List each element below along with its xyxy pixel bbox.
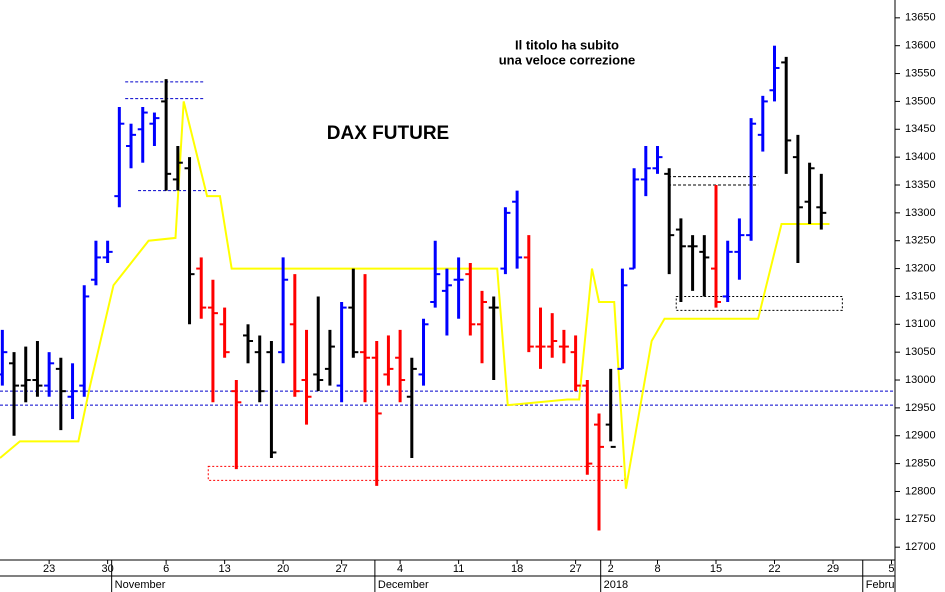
y-tick-label: 12850: [905, 458, 936, 470]
level-box: [675, 295, 843, 311]
y-tick-label: 12800: [905, 485, 936, 497]
annotation: Il titolo ha subito: [515, 37, 619, 52]
x-tick-label: 29: [827, 563, 839, 575]
month-label: 2018: [604, 579, 628, 591]
y-tick-label: 13050: [905, 346, 936, 358]
y-tick-label: 13200: [905, 262, 936, 274]
y-tick-label: 12950: [905, 402, 936, 414]
month-label: November: [115, 579, 166, 591]
x-tick-label: 20: [277, 563, 289, 575]
annotation: una veloce correzione: [499, 52, 636, 67]
x-tick-label: 27: [569, 563, 581, 575]
trend-line: [0, 101, 830, 489]
y-tick-label: 13300: [905, 207, 936, 219]
y-tick-label: 13250: [905, 235, 936, 247]
y-tick-label: 13550: [905, 67, 936, 79]
x-tick-label: 23: [43, 563, 55, 575]
y-tick-label: 12900: [905, 430, 936, 442]
x-tick-label: 18: [511, 563, 523, 575]
x-tick-label: 27: [335, 563, 347, 575]
y-tick-label: 13000: [905, 374, 936, 386]
month-label: Febru: [866, 579, 895, 591]
y-tick-label: 12750: [905, 513, 936, 525]
y-tick-label: 13400: [905, 151, 936, 163]
level-box: [207, 465, 626, 481]
y-tick-label: 13450: [905, 123, 936, 135]
x-tick-label: 2: [608, 563, 614, 575]
y-tick-label: 13600: [905, 40, 936, 52]
x-tick-label: 8: [654, 563, 660, 575]
y-tick-label: 12700: [905, 541, 936, 553]
month-label: December: [378, 579, 429, 591]
x-tick-label: 30: [102, 563, 114, 575]
x-tick-label: 5: [888, 563, 894, 575]
y-tick-label: 13350: [905, 179, 936, 191]
chart-title: DAX FUTURE: [327, 123, 449, 144]
x-tick-label: 13: [219, 563, 231, 575]
x-tick-label: 11: [453, 563, 464, 575]
y-tick-label: 13100: [905, 318, 936, 330]
x-tick-label: 22: [768, 563, 780, 575]
y-tick-label: 13650: [905, 12, 936, 24]
y-tick-label: 13500: [905, 95, 936, 107]
x-tick-label: 6: [163, 563, 169, 575]
x-tick-label: 15: [710, 563, 722, 575]
x-tick-label: 4: [397, 563, 403, 575]
y-tick-label: 13150: [905, 290, 936, 302]
